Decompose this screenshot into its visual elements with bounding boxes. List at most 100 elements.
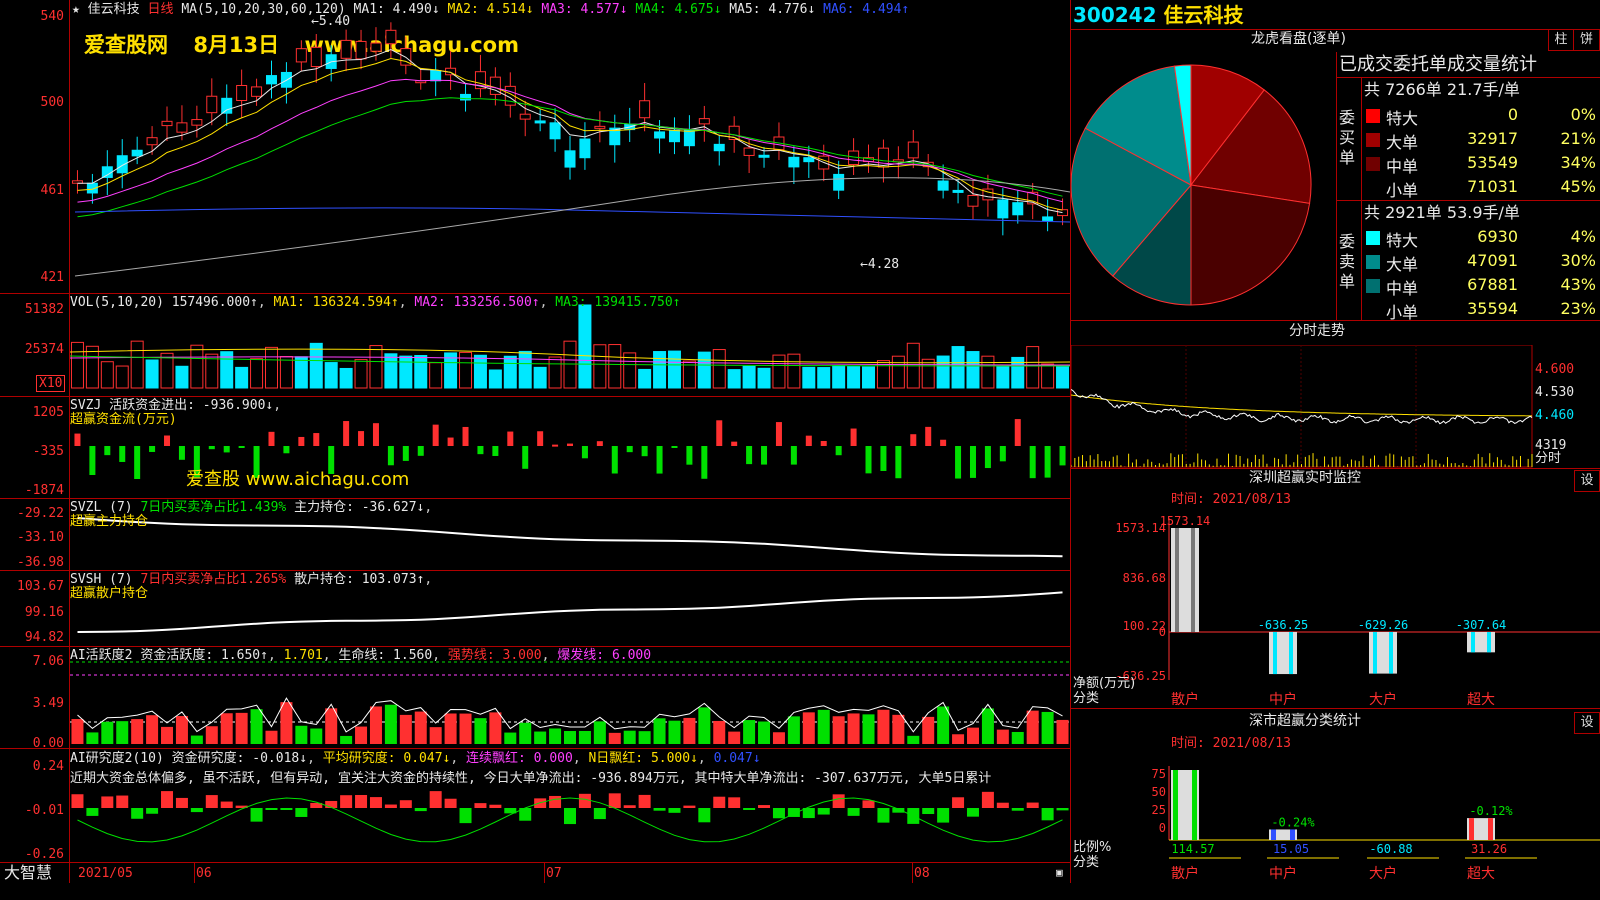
- svsh-line: [77, 591, 1063, 633]
- svzj-bar: [343, 421, 350, 446]
- buy-row-name: 中单: [1386, 157, 1419, 176]
- candlestick-chart[interactable]: [70, 0, 1070, 883]
- period-label[interactable]: 日线: [147, 2, 174, 17]
- activity-bar: [459, 713, 472, 744]
- sell-rows: 特大 6930 4% 大单 47091 30% 中单 67881 43% 小单 35594 23%: [1364, 226, 1600, 322]
- svzj-bar: [984, 446, 991, 469]
- buy-row-pct: 21%: [1560, 129, 1596, 148]
- candle-body: [101, 166, 113, 178]
- research-bar: [683, 805, 696, 808]
- ma-line: [77, 48, 1063, 214]
- svzj-bar: [761, 446, 768, 465]
- sell-row: 小单 35594 23%: [1364, 298, 1600, 322]
- pie-toggle-button[interactable]: 饼: [1573, 29, 1600, 51]
- svzj-bar: [641, 446, 648, 457]
- volume-bar: [384, 353, 398, 389]
- activity-bar: [1011, 731, 1024, 744]
- brand-label: 大智慧: [4, 863, 53, 882]
- ai-research-commentary: 近期大资金总体偏多, 虽不活跃, 但有异动, 宜关注大资金的持续性, 今日大单净…: [70, 771, 992, 786]
- volume-bar: [876, 360, 890, 389]
- monitor-bar-value: -307.64: [1456, 618, 1507, 632]
- pie-slice: [1173, 64, 1192, 186]
- activity-bar: [116, 721, 129, 744]
- ai-active-axis-top: 7.06: [32, 654, 64, 669]
- intraday-chart[interactable]: [1071, 345, 1533, 468]
- volume-bar: [996, 366, 1010, 389]
- right-panel: 300242 佳云科技 龙虎看盘(逐单) 柱 饼 已成交委托单成交量统计 委买单…: [1071, 0, 1600, 900]
- svzj-subtitle: 超赢资金流(万元): [70, 412, 177, 427]
- research-bar: [802, 808, 815, 819]
- svzj-bar: [611, 446, 618, 474]
- volume-bar: [638, 368, 652, 389]
- volume-bar: [294, 356, 308, 389]
- stock-code: 300242: [1073, 3, 1157, 27]
- volume-bar: [175, 365, 189, 389]
- research-bar: [295, 808, 308, 817]
- research-bar: [220, 801, 233, 808]
- research-bar: [922, 808, 935, 815]
- research-bar: [996, 802, 1009, 808]
- vol-ma3: MA3: 139415.750↑: [555, 295, 681, 310]
- lock-icon[interactable]: ▣: [1056, 866, 1063, 879]
- research-bar: [1056, 808, 1069, 811]
- volume-bar: [936, 355, 950, 389]
- sell-row: 中单 67881 43%: [1364, 274, 1600, 298]
- candle-body: [310, 46, 322, 68]
- time-label-jul: 07: [546, 866, 562, 881]
- classify-bar-stripe: [1271, 829, 1276, 840]
- research-bar: [355, 794, 368, 808]
- activity-bar: [369, 706, 382, 744]
- research-bar: [116, 795, 129, 808]
- classify-bar-name: 中户: [1269, 865, 1297, 882]
- svzj-bar: [253, 446, 260, 478]
- classify-bar-stripe: [1290, 829, 1295, 840]
- research-bar: [832, 794, 845, 808]
- monitor-unit2: 分类: [1073, 691, 1100, 706]
- activity-bar: [220, 713, 233, 744]
- buy-row-name: 大单: [1386, 133, 1419, 152]
- ma-title: MA(5,10,20,30,60,120): [181, 2, 346, 17]
- classify-bar-chart[interactable]: 75 50 25 0 114.57 散户 -0.24% 15.05 中户 -60.88 大户 -0.1…: [1071, 752, 1600, 900]
- volume-bar: [817, 367, 831, 389]
- ma4-value: MA4: 4.675↓: [635, 2, 722, 17]
- lhb-title: 龙虎看盘(逐单): [1251, 31, 1346, 47]
- monitor-settings-button[interactable]: 设: [1574, 470, 1600, 492]
- svzj-bar: [925, 426, 932, 446]
- sell-row-pct: 4%: [1570, 227, 1596, 246]
- candle-body: [594, 125, 606, 129]
- monitor-axis-label: 1573.14: [1115, 521, 1166, 535]
- research-bar: [265, 808, 278, 810]
- monitor-title: 深圳超赢实时监控: [1249, 470, 1361, 486]
- svzj-bar: [775, 422, 782, 446]
- monitor-axis-label: 0: [1159, 625, 1166, 639]
- volume-bar: [130, 340, 144, 389]
- research-bar: [564, 808, 576, 825]
- classify-bar-top: -0.24%: [1271, 815, 1315, 829]
- bar-toggle-button[interactable]: 柱: [1548, 29, 1574, 51]
- svzj-bar: [835, 446, 842, 456]
- main-chart-area[interactable]: 540 500 461 421 ★ 佳云科技 日线 MA(5,10,20,30,…: [0, 0, 1071, 883]
- svzj-bar: [805, 435, 812, 446]
- svzj-bar: [372, 423, 379, 446]
- activity-bar: [787, 716, 800, 744]
- candle-body: [713, 143, 725, 152]
- svzj-bar: [686, 446, 693, 465]
- monitor-bar-chart[interactable]: 1573.14 836.68 100.220 -636.25 1573.14 散户 -636…: [1071, 508, 1600, 708]
- volume-bar: [369, 345, 383, 389]
- candle-body: [982, 188, 994, 201]
- monitor-bar-value: -629.26: [1358, 618, 1409, 632]
- classify-bar-stripe: [1192, 770, 1197, 840]
- order-pie-chart[interactable]: [1071, 52, 1336, 320]
- svzl-label2: 主力持仓: -36.627↓: [294, 500, 425, 515]
- svzl-subtitle: 超赢主力持仓: [70, 514, 149, 529]
- research-bar: [549, 795, 562, 808]
- time-label-may: 2021/05: [78, 866, 133, 881]
- svzj-bar: [552, 444, 559, 447]
- buy-row-name: 特大: [1386, 109, 1419, 128]
- time-label-jun: 06: [196, 866, 212, 881]
- svzj-label: 活跃资金进出: -936.900↓: [109, 398, 274, 413]
- volume-bar: [339, 367, 353, 389]
- candle-body: [116, 155, 128, 174]
- classify-axis-label: 25: [1152, 803, 1166, 817]
- classify-settings-button[interactable]: 设: [1574, 712, 1600, 734]
